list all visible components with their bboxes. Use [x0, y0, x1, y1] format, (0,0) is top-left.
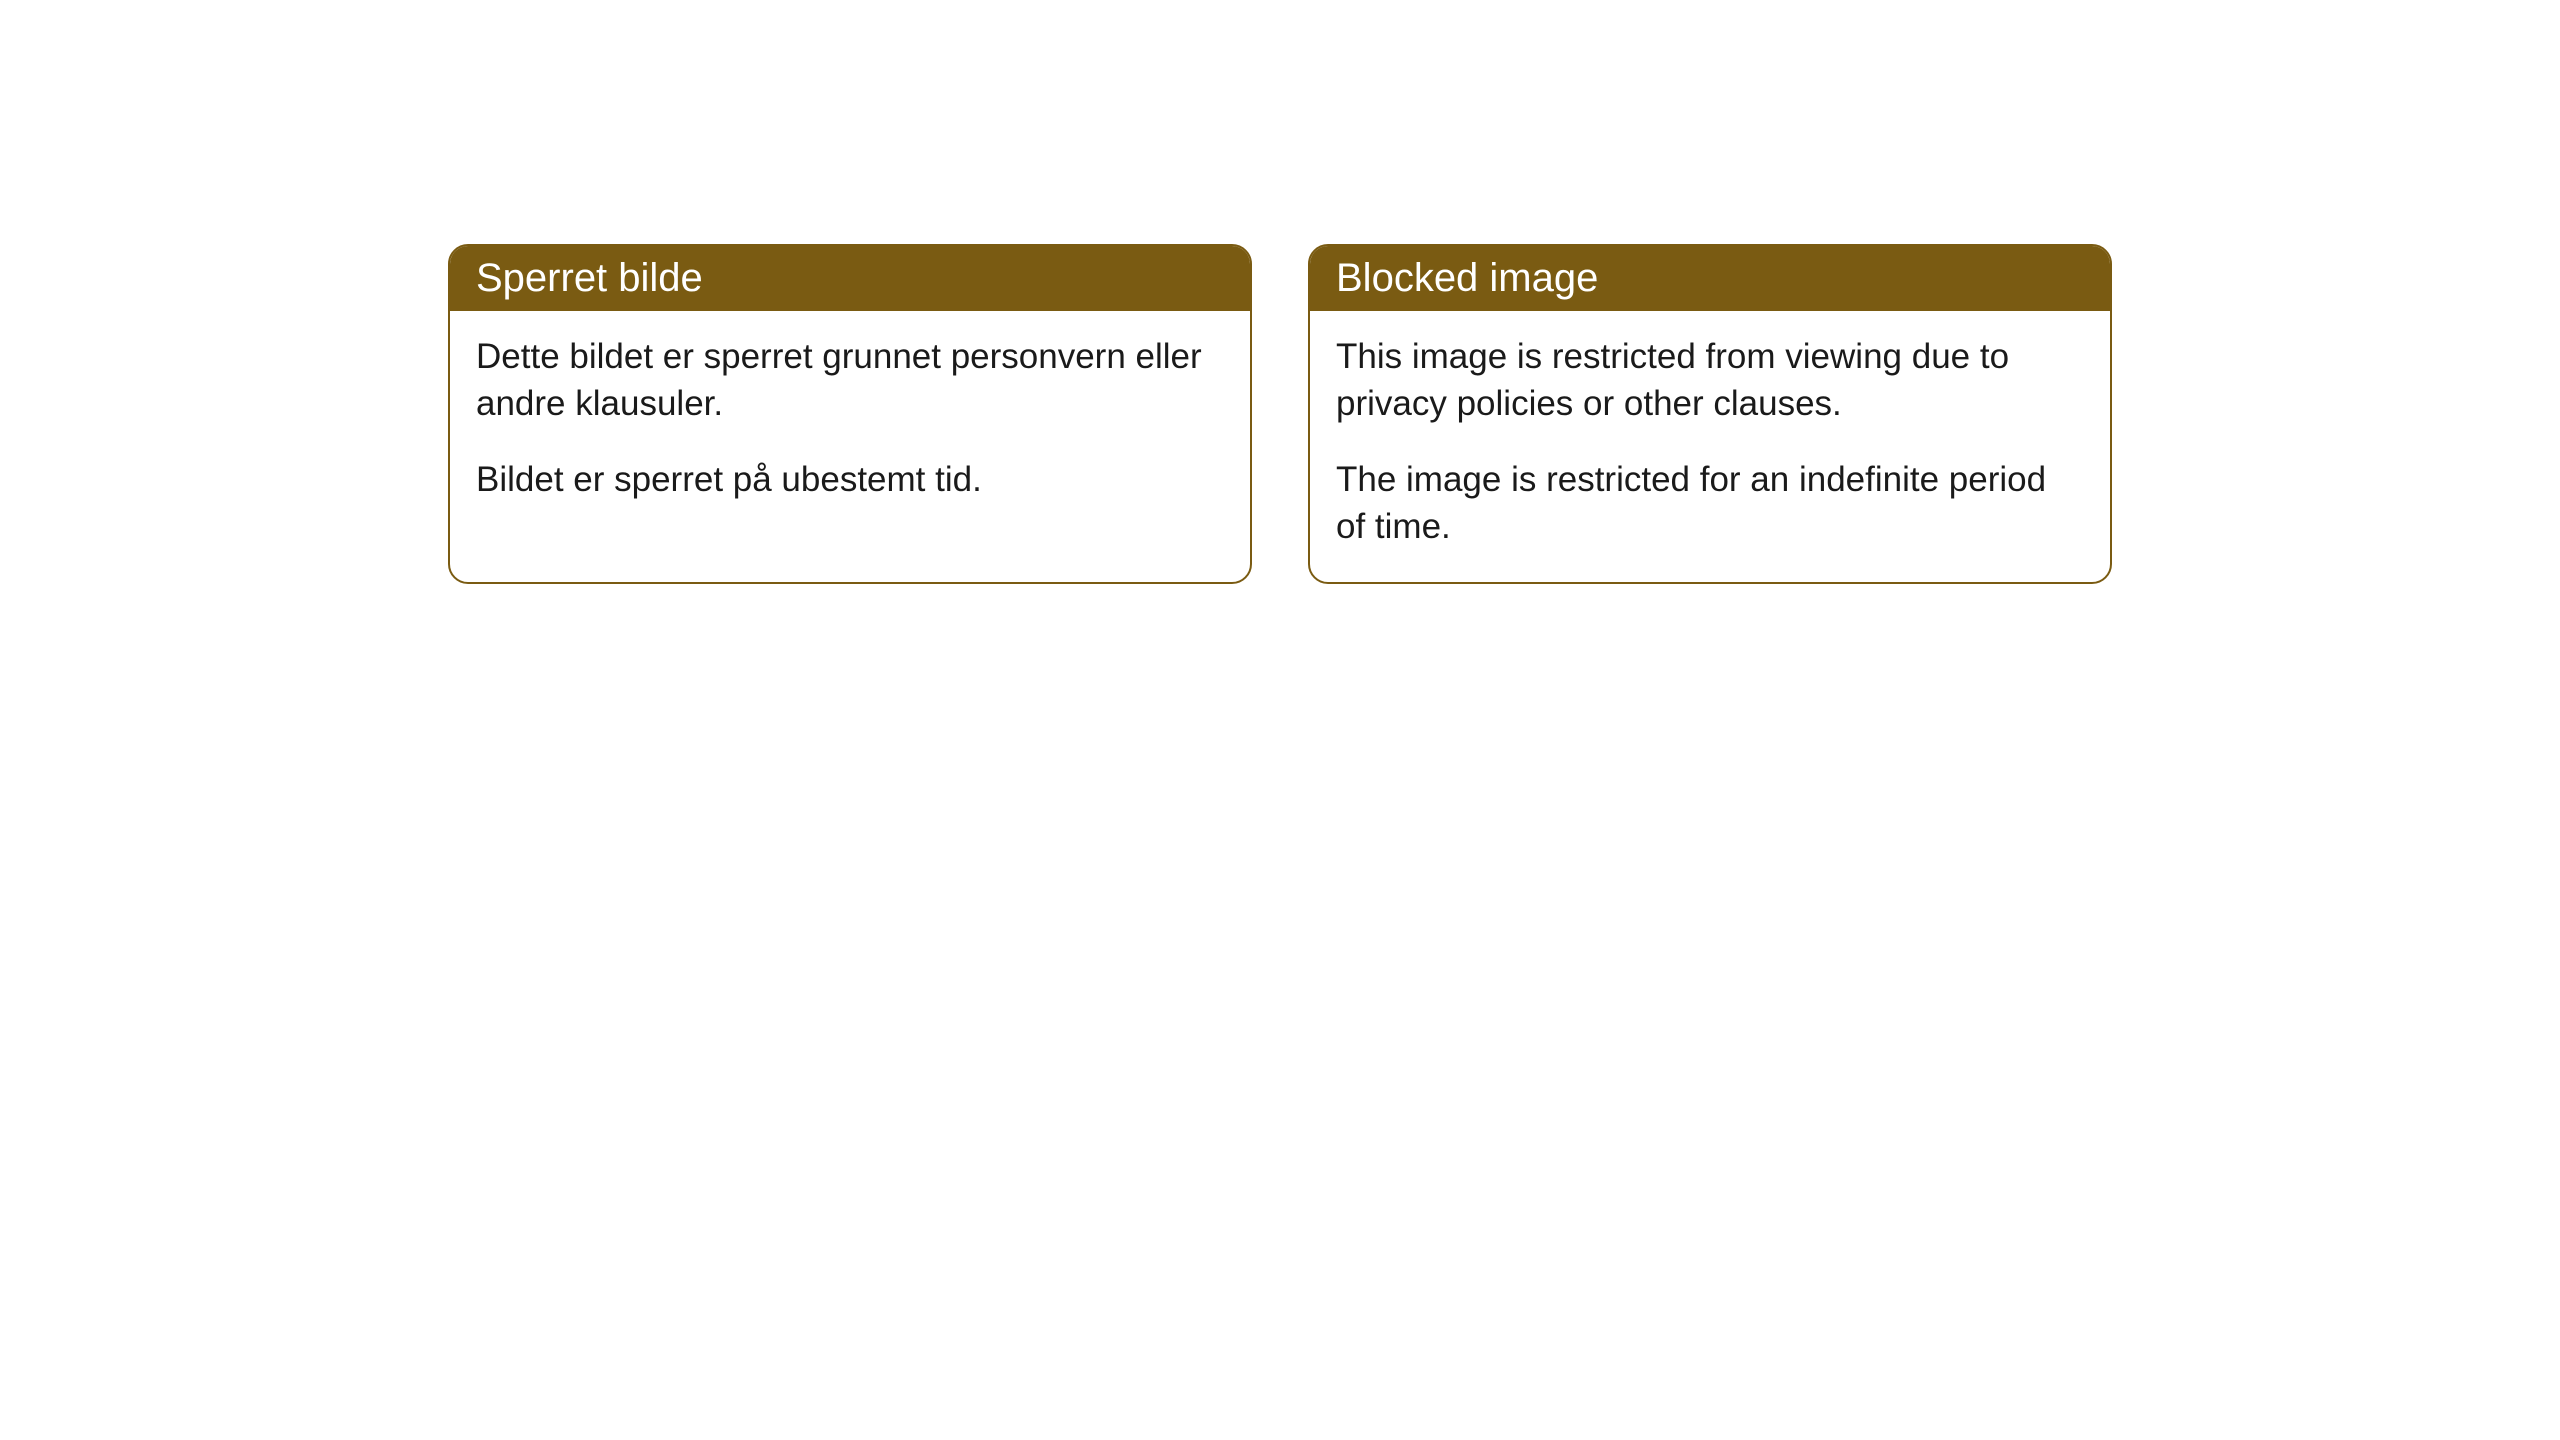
card-title: Sperret bilde: [476, 256, 703, 300]
card-paragraph: Bildet er sperret på ubestemt tid.: [476, 456, 1224, 503]
card-paragraph: The image is restricted for an indefinit…: [1336, 456, 2084, 551]
card-paragraph: Dette bildet er sperret grunnet personve…: [476, 333, 1224, 428]
card-header: Blocked image: [1310, 246, 2110, 311]
card-paragraph: This image is restricted from viewing du…: [1336, 333, 2084, 428]
card-body: Dette bildet er sperret grunnet personve…: [450, 311, 1250, 535]
card-body: This image is restricted from viewing du…: [1310, 311, 2110, 582]
card-header: Sperret bilde: [450, 246, 1250, 311]
notice-container: Sperret bilde Dette bildet er sperret gr…: [448, 244, 2112, 584]
card-title: Blocked image: [1336, 256, 1598, 300]
notice-card-norwegian: Sperret bilde Dette bildet er sperret gr…: [448, 244, 1252, 584]
notice-card-english: Blocked image This image is restricted f…: [1308, 244, 2112, 584]
